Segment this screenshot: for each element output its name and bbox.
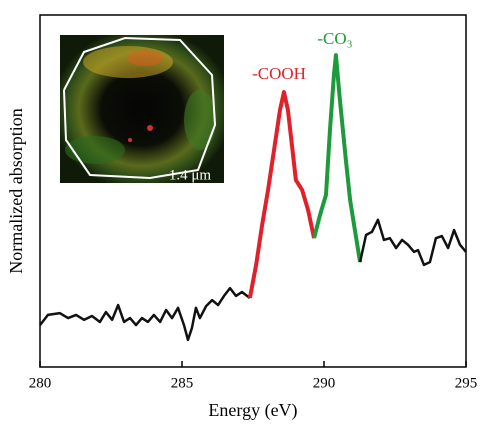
line [360, 220, 466, 265]
line [40, 288, 250, 340]
annotation: -COOH [252, 64, 306, 83]
x-tick-label: 280 [29, 375, 52, 391]
chart: 1.4 μm Energy (eV) Normalized absorption… [0, 0, 481, 427]
x-axis-label: Energy (eV) [208, 400, 297, 421]
line [314, 55, 360, 262]
annotation: -CO₃ [317, 29, 352, 48]
x-tick-label: 295 [455, 375, 478, 391]
line [250, 92, 314, 298]
x-tick-label: 285 [171, 375, 194, 391]
y-axis-label: Normalized absorption [6, 108, 26, 273]
inset-label: 1.4 μm [169, 167, 212, 183]
x-tick-label: 290 [313, 375, 336, 391]
inset-image: 1.4 μm [60, 35, 224, 183]
